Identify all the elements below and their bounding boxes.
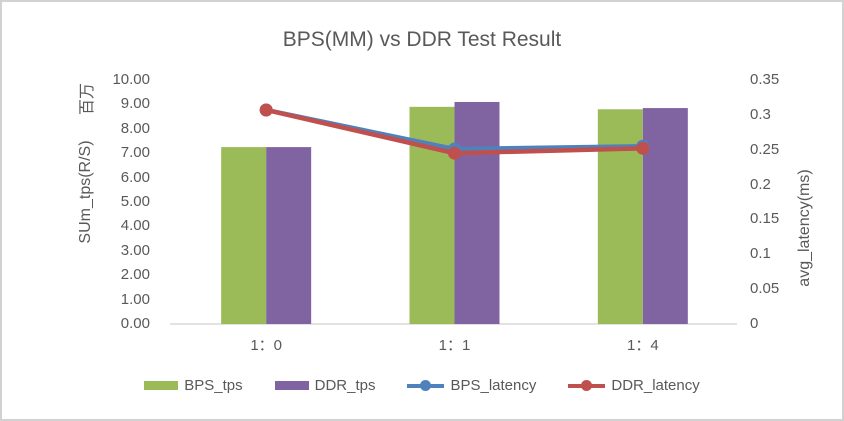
legend-item-DDR_latency: DDR_latency [568, 377, 700, 394]
y-tick-label-left: 7.00 [120, 144, 150, 162]
y-tick-label-left: 2.00 [120, 266, 150, 284]
legend-label-BPS_latency: BPS_latency [450, 377, 537, 394]
y-tick-label-left: 0.00 [120, 315, 150, 332]
y-tick-label-left: 5.00 [120, 193, 150, 210]
legend-swatch-BPS_tps [144, 381, 179, 390]
y-tick-label-right: 0 [750, 315, 759, 332]
y-tick-label-left: 8.00 [120, 119, 150, 137]
y-tick-label-left: 4.00 [120, 217, 150, 235]
x-category-label-0: 1：0 [250, 337, 282, 354]
legend-label-DDR_tps: DDR_tps [314, 377, 376, 394]
legend-swatch-DDR_tps [274, 381, 309, 390]
x-category-label-1: 1：1 [438, 337, 471, 354]
marker-DDR_latency-0 [259, 103, 273, 117]
y-tick-label-right: 0.3 [750, 105, 771, 123]
legend-item-DDR_tps: DDR_tps [274, 377, 376, 394]
y-tick-label-left: 1.00 [120, 290, 150, 308]
legend-item-BPS_tps: BPS_tps [144, 377, 243, 394]
y-tick-label-left: 9.00 [120, 95, 150, 113]
legend: BPS_tps DDR_tps BPS_latency DDR_latency [2, 377, 842, 394]
y-tick-label-right: 0.1 [750, 245, 771, 263]
marker-DDR_latency-2 [636, 141, 650, 155]
y-tick-label-left: 6.00 [120, 168, 150, 186]
bar-DDR_tps-0 [266, 147, 312, 324]
y-tick-label-right: 0.2 [750, 175, 771, 193]
bar-BPS_tps-0 [221, 147, 267, 324]
y-tick-label-left: 10.00 [112, 71, 150, 88]
chart-title: BPS(MM) vs DDR Test Result [282, 28, 562, 51]
legend-swatch-BPS_latency [407, 379, 445, 392]
y-tick-label-right: 0.05 [750, 280, 780, 298]
marker-DDR_latency-1 [448, 146, 461, 160]
bar-DDR_tps-2 [642, 108, 688, 324]
y-tick-label-right: 0.35 [750, 71, 780, 88]
y-tick-label-right: 0.15 [750, 210, 780, 228]
bar-BPS_tps-2 [597, 109, 643, 324]
legend-label-BPS_tps: BPS_tps [184, 377, 243, 394]
legend-swatch-DDR_latency [568, 379, 606, 392]
bar-DDR_tps-1 [454, 101, 500, 325]
legend-label-DDR_latency: DDR_latency [611, 377, 700, 394]
legend-item-BPS_latency: BPS_latency [407, 377, 536, 394]
x-category-label-2: 1：4 [626, 337, 659, 354]
y-tick-label-right: 0.25 [750, 140, 780, 158]
y-tick-label-left: 3.00 [120, 241, 150, 259]
